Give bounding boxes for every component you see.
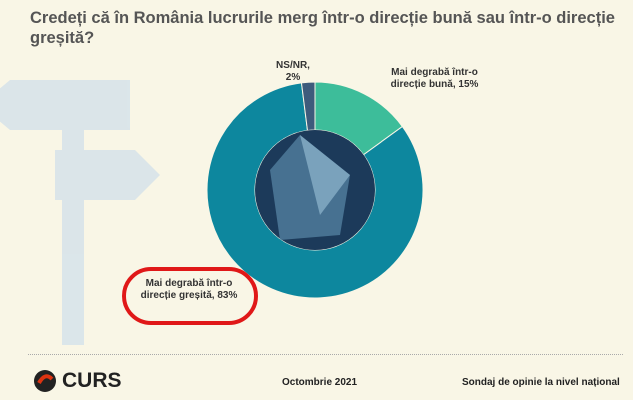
chart-title: Credeți că în România lucrurile merg înt… <box>30 9 615 47</box>
footer-divider <box>28 354 623 355</box>
footer-date: Octombrie 2021 <box>282 377 358 388</box>
highlight-circle <box>122 267 258 325</box>
curs-logo: CURS <box>32 368 122 394</box>
label-nsnr: NS/NR, 2% <box>276 60 310 83</box>
footer-source: Sondaj de opinie la nivel național <box>462 377 620 388</box>
logo-text: CURS <box>62 369 122 392</box>
label-gresita: Mai degrabă într-o direcție greșită, 83% <box>140 278 238 301</box>
center-decoration <box>300 135 350 215</box>
curs-logo-icon <box>34 370 56 392</box>
label-buna: Mai degrabă într-o direcție bună, 15% <box>390 67 479 90</box>
